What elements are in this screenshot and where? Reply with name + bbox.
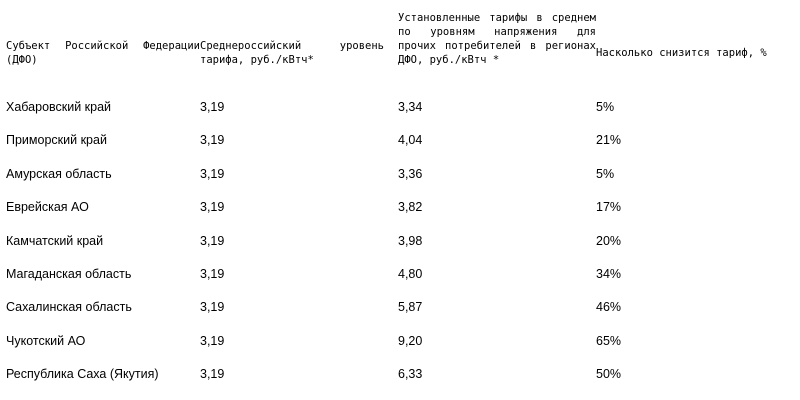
cell-region: Амурская область	[6, 166, 112, 181]
cell-established-tariff: 3,98	[398, 233, 423, 248]
cell-established-tariff: 4,80	[398, 267, 423, 281]
cell-average-tariff: 3,19	[200, 367, 225, 382]
cell-average-tariff: 3,19	[200, 100, 225, 114]
cell-region: Хабаровский край	[6, 100, 112, 114]
cell-established-tariff: 3,36	[398, 166, 423, 181]
table-row: Амурская область 3,19 3,36 5%	[0, 167, 800, 187]
header-average-tariff: Среднероссийский уровень тарифа, руб./кВ…	[200, 40, 384, 66]
cell-average-tariff: 3,19	[200, 300, 225, 315]
cell-established-tariff: 3,34	[398, 100, 423, 114]
cell-region: Еврейская АО	[6, 200, 89, 215]
table-row: Республика Саха (Якутия) 3,19 6,33 50%	[0, 367, 800, 387]
cell-established-tariff: 3,82	[398, 200, 423, 215]
table-row: Чукотский АО 3,19 9,20 65%	[0, 334, 800, 354]
table-row: Сахалинская область 3,19 5,87 46%	[0, 300, 800, 320]
cell-average-tariff: 3,19	[200, 166, 225, 181]
cell-reduction: 34%	[596, 267, 622, 281]
cell-region: Приморский край	[6, 133, 107, 148]
cell-reduction: 5%	[596, 100, 615, 114]
cell-region: Магаданская область	[6, 267, 132, 281]
cell-established-tariff: 5,87	[398, 300, 423, 315]
cell-reduction: 17%	[596, 200, 622, 215]
cell-region: Сахалинская область	[6, 300, 132, 315]
cell-average-tariff: 3,19	[200, 233, 225, 248]
cell-reduction: 5%	[596, 166, 615, 181]
table-row: Хабаровский край 3,19 3,34 5%	[0, 100, 800, 120]
header-established-tariff: Установленные тарифы в среднем по уровня…	[398, 12, 596, 66]
cell-established-tariff: 4,04	[398, 133, 423, 148]
table-row: Магаданская область 3,19 4,80 34%	[0, 267, 800, 287]
cell-reduction: 46%	[596, 300, 622, 315]
cell-average-tariff: 3,19	[200, 200, 225, 215]
cell-established-tariff: 6,33	[398, 367, 423, 382]
cell-reduction: 50%	[596, 367, 622, 382]
cell-reduction: 65%	[596, 333, 622, 348]
cell-average-tariff: 3,19	[200, 133, 225, 148]
cell-reduction: 20%	[596, 233, 622, 248]
cell-region: Республика Саха (Якутия)	[6, 367, 159, 382]
header-region: Субъект Российской Федерации (ДФО)	[6, 40, 200, 66]
cell-average-tariff: 3,19	[200, 267, 225, 281]
table-row: Камчатский край 3,19 3,98 20%	[0, 234, 800, 254]
table-row: Еврейская АО 3,19 3,82 17%	[0, 200, 800, 220]
cell-average-tariff: 3,19	[200, 333, 225, 348]
cell-established-tariff: 9,20	[398, 333, 423, 348]
cell-reduction: 21%	[596, 133, 622, 148]
cell-region: Чукотский АО	[6, 333, 86, 348]
header-reduction: Насколько снизится тариф, %	[596, 47, 767, 59]
cell-region: Камчатский край	[6, 233, 104, 248]
table-row: Приморский край 3,19 4,04 21%	[0, 133, 800, 153]
